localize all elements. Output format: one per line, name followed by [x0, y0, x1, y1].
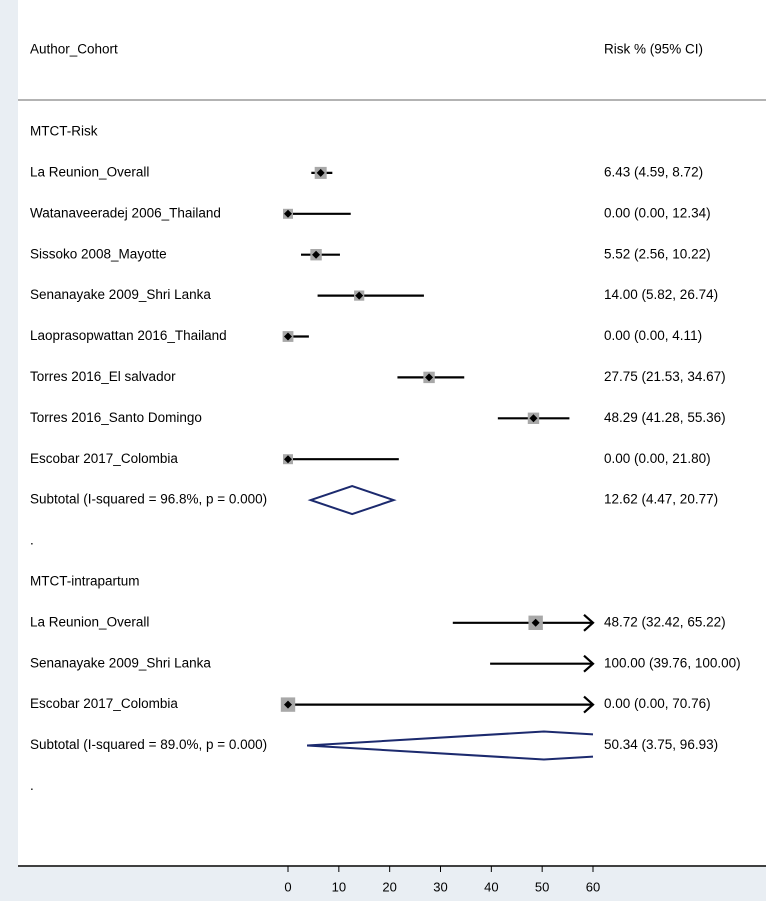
group-heading: MTCT-intrapartum [30, 573, 140, 588]
study-ci-text: 0.00 (0.00, 4.11) [604, 328, 702, 343]
study-point-estimate [284, 700, 292, 709]
study-point-estimate [316, 168, 325, 177]
study-label: Torres 2016_Santo Domingo [30, 410, 202, 425]
study-ci-text: 0.00 (0.00, 70.76) [604, 696, 711, 711]
study-point-estimate [355, 291, 364, 300]
study-ci-text: 0.00 (0.00, 12.34) [604, 205, 711, 220]
subtotal-label: Subtotal (I-squared = 96.8%, p = 0.000) [30, 492, 267, 507]
study-ci-text: 14.00 (5.82, 26.74) [604, 287, 718, 302]
ci-clip-arrow [583, 695, 595, 714]
x-axis-tick-label: 40 [484, 879, 498, 894]
group-heading: MTCT-Risk [30, 124, 98, 139]
study-label: Laoprasopwattan 2016_Thailand [30, 328, 227, 343]
x-axis-tick-label: 50 [535, 879, 549, 894]
x-axis-tick-label: 60 [586, 879, 600, 894]
study-label: Escobar 2017_Colombia [30, 451, 178, 466]
subtotal-ci-text: 50.34 (3.75, 96.93) [604, 737, 718, 752]
study-label: Senanayake 2009_Shri Lanka [30, 287, 211, 302]
study-ci-text: 5.52 (2.56, 10.22) [604, 246, 711, 261]
ci-clip-arrow [583, 654, 595, 673]
study-ci-text: 48.29 (41.28, 55.36) [604, 410, 726, 425]
header-risk-ci: Risk % (95% CI) [604, 42, 703, 57]
study-point-estimate [284, 455, 292, 464]
study-label: La Reunion_Overall [30, 164, 149, 179]
x-axis-tick-label: 20 [382, 879, 396, 894]
study-ci-text: 48.72 (32.42, 65.22) [604, 614, 726, 629]
forest-plot: Author_Cohort Risk % (95% CI) MTCT-Risk La … [18, 42, 766, 894]
subtotal-label: Subtotal (I-squared = 89.0%, p = 0.000) [30, 737, 267, 752]
group-separator: . [30, 533, 34, 548]
ci-clip-arrow [583, 613, 595, 632]
subtotal-diamond [307, 730, 594, 761]
x-axis-tick-label: 10 [332, 879, 346, 894]
study-point-estimate [312, 250, 321, 259]
study-label: La Reunion_Overall [30, 614, 149, 629]
study-label: Watanaveeradej 2006_Thailand [30, 205, 221, 220]
study-ci-text: 27.75 (21.53, 34.67) [604, 369, 726, 384]
study-point-estimate [284, 332, 292, 341]
subtotal-diamond [307, 485, 397, 516]
study-label: Senanayake 2009_Shri Lanka [30, 655, 211, 670]
study-ci-text: 100.00 (39.76, 100.00) [604, 655, 741, 670]
study-point-estimate [529, 414, 538, 423]
study-ci-text: 0.00 (0.00, 21.80) [604, 451, 711, 466]
study-ci-text: 6.43 (4.59, 8.72) [604, 164, 703, 179]
study-label: Torres 2016_El salvador [30, 369, 176, 384]
x-axis-tick-label: 0 [284, 879, 291, 894]
study-point-estimate [425, 373, 434, 382]
study-label: Sissoko 2008_Mayotte [30, 246, 167, 261]
header-author-cohort: Author_Cohort [30, 42, 118, 57]
group-separator: . [30, 778, 34, 793]
study-point-estimate [531, 618, 540, 627]
forest-plot-area: Author_Cohort Risk % (95% CI) MTCT-Risk La … [18, 0, 766, 894]
study-point-estimate [284, 209, 292, 218]
x-axis-tick-label: 30 [433, 879, 447, 894]
study-label: Escobar 2017_Colombia [30, 696, 178, 711]
subtotal-ci-text: 12.62 (4.47, 20.77) [604, 492, 718, 507]
